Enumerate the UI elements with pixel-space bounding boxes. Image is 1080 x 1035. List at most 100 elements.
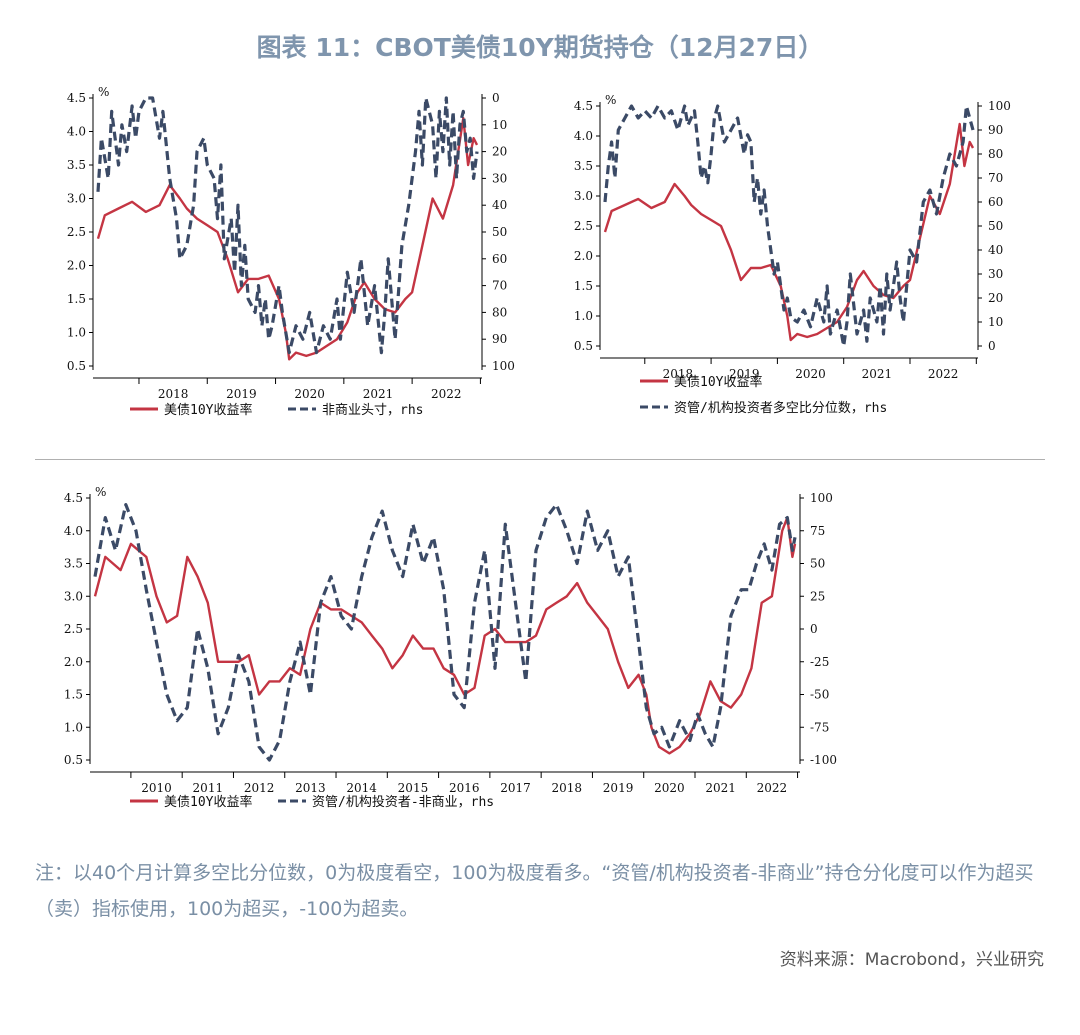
x-tick-label: 2013 <box>295 781 326 795</box>
right-tick-label: 25 <box>810 589 825 603</box>
right-tick-label: 60 <box>492 252 507 266</box>
right-tick-label: 50 <box>810 557 825 571</box>
left-tick-label: 2.0 <box>574 249 593 263</box>
right-tick-label: 0 <box>988 339 996 353</box>
left-tick-label: 2.5 <box>67 225 86 239</box>
right-tick-label: 80 <box>988 147 1003 161</box>
legend-label: 美债10Y收益率 <box>674 374 762 390</box>
left-tick-label: 1.0 <box>67 326 86 340</box>
right-tick-label: 75 <box>810 524 825 538</box>
x-tick-label: 2017 <box>500 781 531 795</box>
left-tick-label: 1.5 <box>67 292 86 306</box>
chart-note: 注：以40个月计算多空比分位数，0为极度看空，100为极度看多。“资管/机构投资… <box>35 862 1034 920</box>
left-tick-label: 2.5 <box>64 622 83 636</box>
x-tick-label: 2020 <box>795 367 826 381</box>
divider <box>35 459 1045 460</box>
left-tick-label: 1.0 <box>64 720 83 734</box>
right-tick-label: 50 <box>492 225 507 239</box>
left-tick-label: 4.0 <box>64 524 83 538</box>
right-tick-label: -75 <box>810 720 829 734</box>
left-tick-label: 1.5 <box>574 279 593 293</box>
right-tick-label: 0 <box>492 91 500 105</box>
right-tick-label: 10 <box>492 118 507 132</box>
chart-panel-divergence: % 4.5 4.0 3.5 3.0 2.5 2.0 1.5 1.0 0.5 100 75 50 25 0 -2… <box>64 485 837 810</box>
x-tick-label: 2019 <box>603 781 634 795</box>
x-tick-label: 2014 <box>346 781 377 795</box>
right-tick-label: 30 <box>492 171 507 185</box>
left-tick-label: 2.5 <box>574 219 593 233</box>
x-tick-label: 2021 <box>705 781 736 795</box>
left-tick-label: 4.5 <box>67 91 86 105</box>
right-tick-label: 70 <box>492 279 507 293</box>
x-tick-label: 2020 <box>654 781 685 795</box>
chart-title: 图表 11：CBOT美债10Y期货持仓（12月27日） <box>256 33 824 62</box>
right-tick-label: 30 <box>988 267 1003 281</box>
series-line-yield <box>96 116 479 361</box>
right-tick-label: 100 <box>810 491 833 505</box>
legend-label: 资管/机构投资者-非商业，rhs <box>312 794 494 810</box>
x-tick-label: 2022 <box>757 781 788 795</box>
x-tick-label: 2022 <box>928 367 959 381</box>
legend-label: 美债10Y收益率 <box>164 794 252 810</box>
x-tick-label: 2018 <box>158 387 189 401</box>
right-tick-label: -50 <box>810 688 829 702</box>
right-tick-label: -25 <box>810 655 829 669</box>
right-tick-label: 90 <box>492 332 507 346</box>
right-tick-label: 0 <box>810 622 818 636</box>
right-tick-label: 20 <box>988 291 1003 305</box>
x-tick-label: 2021 <box>363 387 394 401</box>
right-tick-label: 100 <box>988 99 1011 113</box>
source-credit: 资料来源：Macrobond，兴业研究 <box>779 950 1044 970</box>
x-tick-label: 2019 <box>729 367 760 381</box>
x-tick-label: 2019 <box>226 387 257 401</box>
x-tick-label: 2011 <box>193 781 224 795</box>
left-tick-label: 3.0 <box>64 589 83 603</box>
right-tick-label: 40 <box>988 243 1003 257</box>
x-tick-label: 2018 <box>663 367 694 381</box>
chart-panel-noncommercial: % 4.5 4.0 3.5 3.0 2.5 2.0 1.5 1.0 0.5 0 10 20 30 40 50 6… <box>67 85 515 418</box>
right-tick-label: 60 <box>988 195 1003 209</box>
left-tick-label: 3.0 <box>574 189 593 203</box>
legend-label: 资管/机构投资者多空比分位数，rhs <box>674 400 887 416</box>
left-tick-label: 3.5 <box>574 159 593 173</box>
right-tick-label: 20 <box>492 145 507 159</box>
left-tick-label: 4.0 <box>67 125 86 139</box>
x-tick-label: 2016 <box>449 781 480 795</box>
series-line-positioning <box>603 104 975 348</box>
chart-panel-asset-manager-percentile: %4.54.03.53.02.52.01.51.00.5100908070605… <box>574 93 1011 416</box>
unit-label: % <box>95 485 106 499</box>
series-line-positioning <box>96 96 479 355</box>
left-tick-label: 2.0 <box>64 655 83 669</box>
x-tick-label: 2021 <box>862 367 893 381</box>
legend-label: 美债10Y收益率 <box>164 402 252 418</box>
right-tick-label: 80 <box>492 305 507 319</box>
left-tick-label: 4.5 <box>64 491 83 505</box>
x-tick-label: 2022 <box>431 387 462 401</box>
x-tick-label: 2020 <box>294 387 325 401</box>
series-line-yield <box>603 122 975 342</box>
right-tick-label: 50 <box>988 219 1003 233</box>
left-tick-label: 2.0 <box>67 259 86 273</box>
left-tick-label: 4.5 <box>574 99 593 113</box>
right-tick-label: -100 <box>810 753 837 767</box>
x-tick-label: 2018 <box>552 781 583 795</box>
left-tick-label: 0.5 <box>574 339 593 353</box>
unit-label: % <box>605 93 616 107</box>
x-tick-label: 2012 <box>244 781 275 795</box>
unit-label: % <box>98 85 109 99</box>
left-tick-label: 0.5 <box>64 753 83 767</box>
left-tick-label: 3.0 <box>67 192 86 206</box>
left-tick-label: 0.5 <box>67 359 86 373</box>
left-tick-label: 1.5 <box>64 688 83 702</box>
x-tick-label: 2010 <box>141 781 172 795</box>
left-tick-label: 4.0 <box>574 129 593 143</box>
right-tick-label: 90 <box>988 123 1003 137</box>
right-tick-label: 40 <box>492 198 507 212</box>
left-tick-label: 3.5 <box>64 557 83 571</box>
legend-label: 非商业头寸，rhs <box>322 403 423 418</box>
right-tick-label: 10 <box>988 315 1003 329</box>
left-tick-label: 3.5 <box>67 158 86 172</box>
series-line-positioning <box>93 503 797 762</box>
right-tick-label: 100 <box>492 359 515 373</box>
x-tick-label: 2015 <box>398 781 429 795</box>
